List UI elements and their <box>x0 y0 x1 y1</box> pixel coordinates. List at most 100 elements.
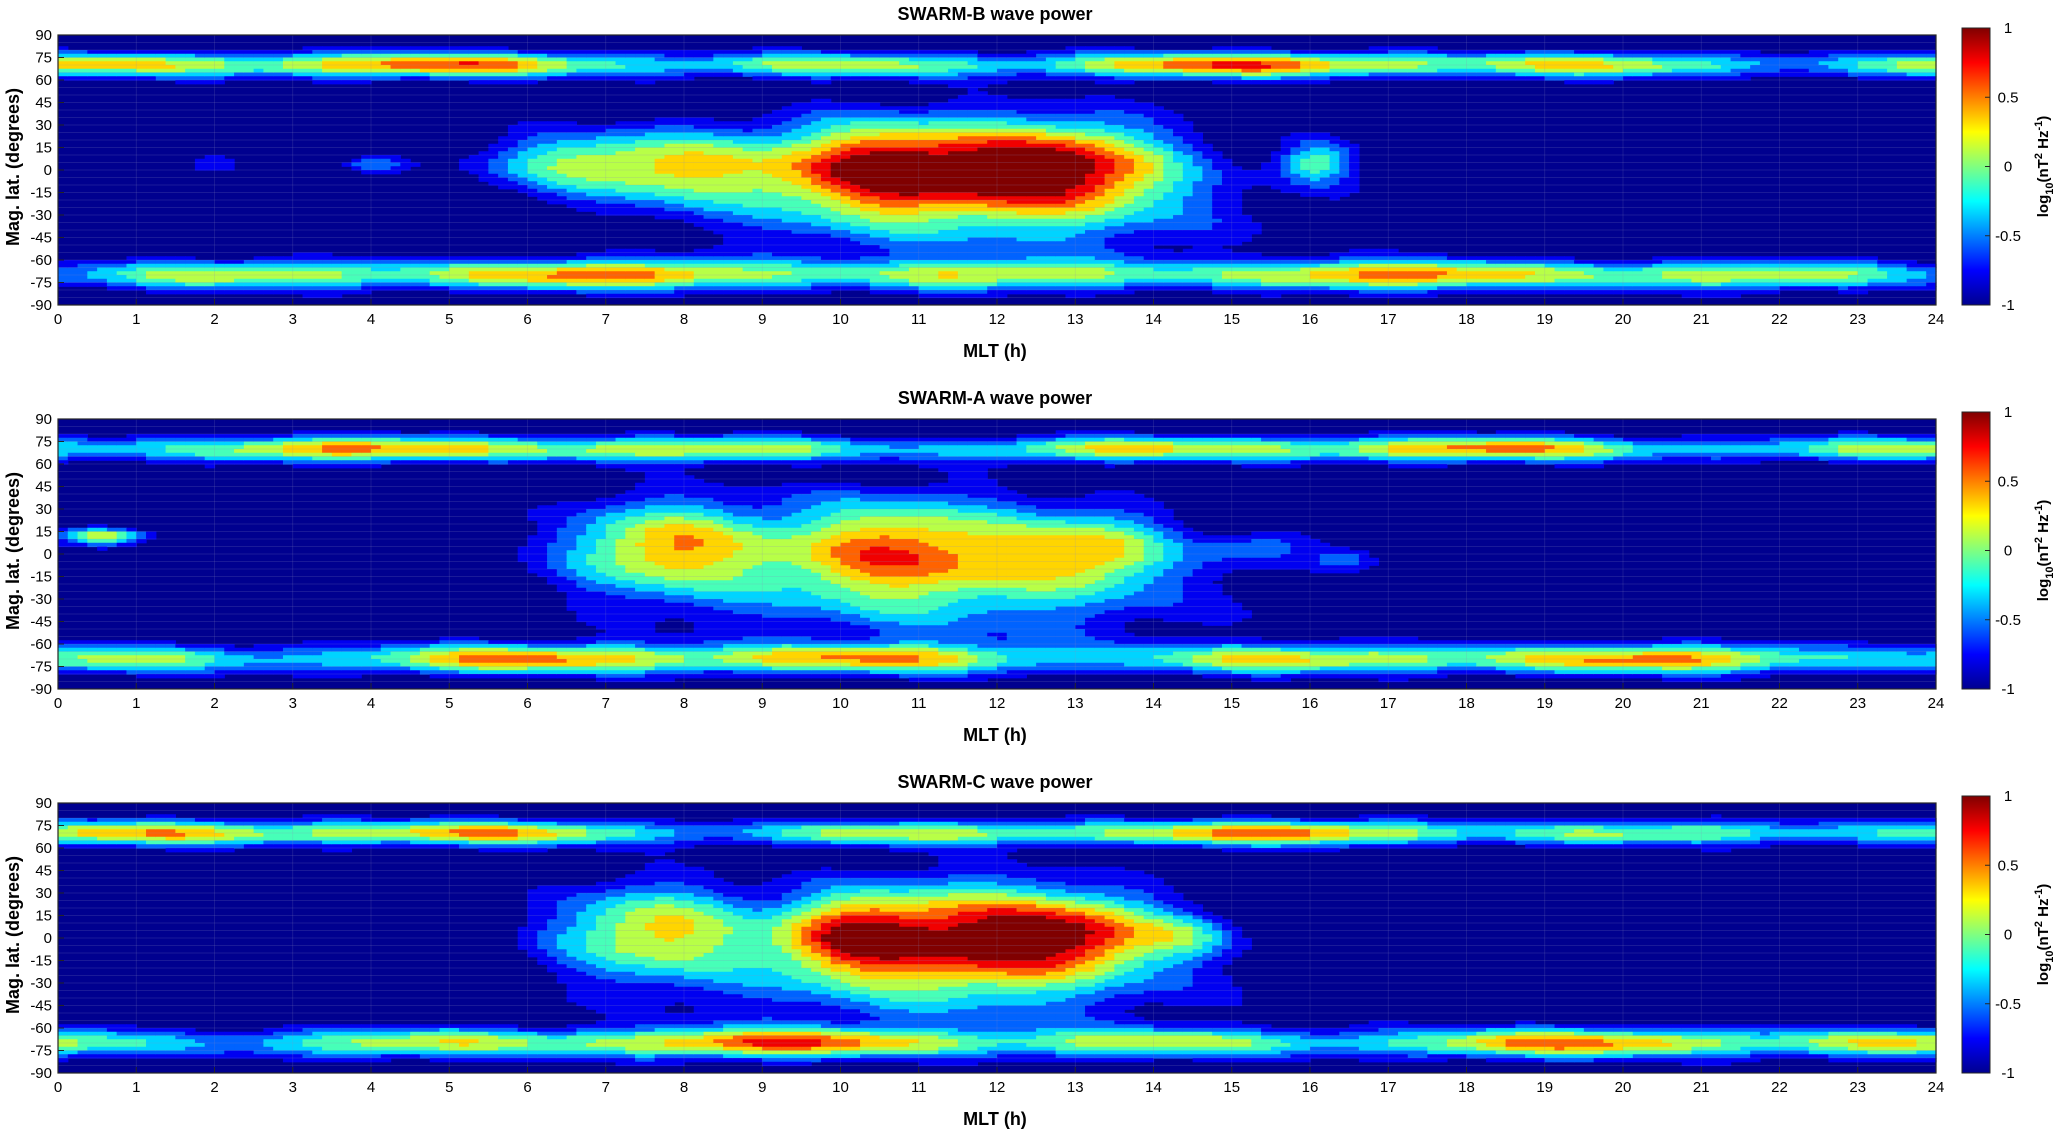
heatmap-cell <box>1104 177 1115 182</box>
heatmap-cell <box>1114 260 1125 265</box>
heatmap-cell <box>918 155 930 160</box>
heatmap-cell <box>762 252 773 257</box>
heatmap-cell <box>1065 162 1076 167</box>
heatmap-cell <box>723 57 734 62</box>
heatmap-cell <box>556 267 568 272</box>
heatmap-cell <box>918 147 930 152</box>
heatmap-cell <box>879 57 891 62</box>
heatmap-cell <box>1173 140 1184 145</box>
heatmap-cell <box>468 46 480 51</box>
heatmap-cell <box>820 188 832 194</box>
heatmap-cell <box>136 76 147 81</box>
heatmap-cell <box>1143 110 1155 115</box>
heatmap-cell <box>654 117 666 122</box>
heatmap-cell <box>635 286 646 291</box>
heatmap-cell <box>977 200 988 205</box>
heatmap-cell <box>820 263 832 269</box>
heatmap-cell <box>605 177 617 182</box>
heatmap-cell <box>1036 177 1047 182</box>
heatmap-cell <box>527 192 538 197</box>
heatmap-cell <box>527 151 538 156</box>
heatmap-cell <box>684 188 695 194</box>
heatmap-cell <box>1045 290 1057 295</box>
heatmap-cell <box>517 181 529 186</box>
heatmap-cell <box>234 53 245 59</box>
heatmap-cell <box>635 200 646 205</box>
heatmap-cell <box>977 102 988 107</box>
heatmap-cell <box>625 125 636 130</box>
heatmap-cell <box>116 275 128 280</box>
heatmap-cell <box>527 170 538 175</box>
heatmap-cell <box>732 275 744 280</box>
heatmap-cell <box>488 57 499 62</box>
heatmap-cell <box>840 256 851 261</box>
heatmap-cell <box>243 263 255 269</box>
heatmap-cell <box>977 275 988 280</box>
heatmap-cell <box>1055 132 1067 137</box>
heatmap-cell <box>811 215 822 220</box>
heatmap-cell <box>850 143 861 149</box>
heatmap-cell <box>586 162 597 167</box>
heatmap-cell <box>635 282 646 287</box>
heatmap-cell <box>507 76 519 81</box>
heatmap-cell <box>576 76 587 81</box>
heatmap-cell <box>997 132 1008 137</box>
heatmap-cell <box>987 237 998 242</box>
heatmap-cell <box>723 290 734 295</box>
heatmap-cell <box>908 252 920 257</box>
heatmap-cell <box>1182 162 1194 167</box>
heatmap-cell <box>732 222 744 227</box>
heatmap-cell <box>605 125 617 130</box>
heatmap-cell <box>586 50 597 55</box>
heatmap-cell <box>840 200 851 205</box>
heatmap-cell <box>908 192 920 197</box>
heatmap-cell <box>1241 275 1252 280</box>
heatmap-cell <box>928 132 939 137</box>
heatmap-cell <box>723 256 734 261</box>
heatmap-cell <box>537 196 548 201</box>
heatmap-cell <box>1016 267 1027 272</box>
heatmap-cell <box>693 170 705 175</box>
heatmap-cell <box>517 128 529 134</box>
heatmap-cell <box>967 162 979 167</box>
heatmap-cell <box>566 278 578 284</box>
heatmap-cell <box>419 46 431 51</box>
heatmap-cell <box>498 173 509 179</box>
heatmap-cell <box>400 158 411 164</box>
heatmap-cell <box>146 271 157 276</box>
heatmap-cell <box>820 102 832 107</box>
heatmap-cell <box>615 278 626 284</box>
heatmap-cell <box>615 155 626 160</box>
heatmap-cell <box>224 286 235 291</box>
heatmap-cell <box>967 185 979 190</box>
heatmap-cell <box>234 267 245 272</box>
heatmap-cell <box>644 211 656 216</box>
heatmap-cell <box>1026 192 1037 197</box>
heatmap-cell <box>234 50 245 55</box>
heatmap-cell <box>948 170 959 175</box>
heatmap-cell <box>752 177 763 182</box>
heatmap-cell <box>742 233 754 239</box>
heatmap-cell <box>459 57 470 62</box>
heatmap-cell <box>840 286 851 291</box>
heatmap-cell <box>791 128 802 134</box>
heatmap-cell <box>977 147 988 152</box>
heatmap-cell <box>840 166 851 171</box>
heatmap-cell <box>1231 80 1243 85</box>
heatmap-cell <box>840 106 851 111</box>
heatmap-cell <box>439 61 450 66</box>
heatmap-cell <box>322 271 333 276</box>
heatmap-cell <box>586 203 597 209</box>
heatmap-cell <box>155 271 167 276</box>
heatmap-cell <box>1241 170 1252 175</box>
heatmap-cell <box>547 290 558 295</box>
heatmap-cell <box>889 271 900 276</box>
heatmap-cell <box>214 80 225 85</box>
heatmap-cell <box>732 68 744 74</box>
heatmap-cell <box>1075 177 1086 182</box>
heatmap-cell <box>811 181 822 186</box>
heatmap-cell <box>918 260 930 265</box>
heatmap-cell <box>126 76 137 81</box>
heatmap-cell <box>380 53 392 59</box>
heatmap-cell <box>684 267 695 272</box>
